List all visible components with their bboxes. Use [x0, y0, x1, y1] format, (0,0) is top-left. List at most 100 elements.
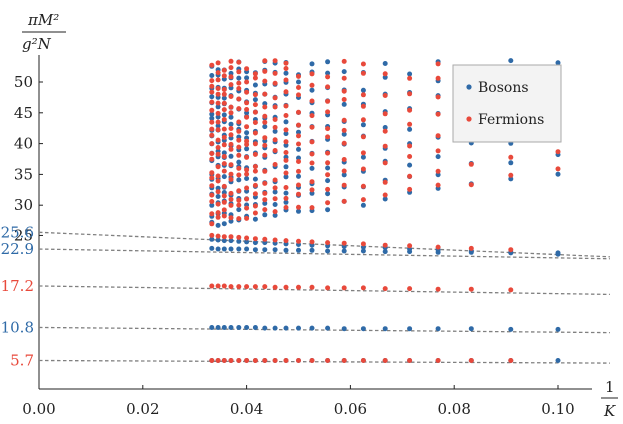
fermion-point [252, 151, 258, 157]
fermion-point [221, 234, 227, 240]
boson-point [272, 325, 278, 331]
boson-point [262, 325, 268, 331]
fermion-point [309, 98, 315, 104]
fermion-point [283, 77, 289, 83]
fermion-point [360, 166, 366, 172]
fermion-point [209, 126, 215, 132]
boson-point [236, 159, 242, 165]
extrapolation-line [38, 285, 610, 296]
extrapolation-lines [38, 231, 610, 364]
fermion-point [360, 61, 366, 67]
fermion-point [228, 215, 234, 221]
boson-point [215, 114, 221, 120]
fermion-point [435, 168, 441, 174]
fermion-point [341, 97, 347, 102]
fermion-point [228, 358, 234, 363]
x-tick-label: 0.08 [437, 400, 470, 418]
fermion-point [244, 284, 250, 290]
fermion-point [309, 82, 315, 88]
fermion-point [215, 100, 221, 106]
boson-point [341, 172, 347, 178]
fermion-point [283, 127, 289, 133]
fermion-point [244, 171, 250, 177]
boson-point [283, 325, 289, 331]
fermion-point [215, 60, 221, 66]
fermion-point [215, 173, 221, 179]
boson-point [252, 325, 258, 330]
fermion-point [244, 185, 250, 191]
fermion-point [407, 286, 413, 292]
boson-point [221, 246, 227, 252]
boson-point [209, 236, 215, 242]
fermion-point [215, 283, 221, 289]
fermion-point [221, 67, 227, 73]
boson-point [236, 75, 242, 81]
fermion-point [382, 179, 388, 185]
fermion-point [262, 135, 268, 141]
fermion-point [244, 100, 250, 106]
boson-point [209, 111, 215, 117]
fermion-point [228, 284, 234, 290]
fermion-point [407, 186, 413, 192]
intercept-label: 5.7 [10, 352, 34, 370]
x-axis-label: 1 K [601, 378, 618, 420]
fermion-point [360, 150, 366, 156]
boson-point [209, 115, 215, 121]
boson-point [325, 207, 331, 213]
x-tick-label: 0.02 [126, 400, 159, 418]
boson-point [236, 325, 242, 330]
boson-point [309, 325, 315, 331]
boson-point [407, 71, 413, 77]
fermion-point [209, 99, 215, 105]
fermion-point [236, 59, 242, 65]
intercept-label: 22.9 [1, 240, 34, 258]
boson-point [252, 216, 258, 222]
fermion-point [221, 87, 227, 92]
boson-point [272, 247, 278, 253]
fermion-point [236, 284, 242, 290]
fermion-point [283, 170, 289, 176]
boson-point [272, 202, 278, 207]
boson-point [272, 212, 278, 218]
fermion-point [221, 193, 227, 199]
boson-point [360, 326, 366, 332]
boson-point [209, 245, 215, 251]
boson-point [325, 325, 331, 331]
fermion-point [228, 65, 234, 71]
fermion-point [296, 238, 301, 244]
fermion-point [382, 358, 388, 363]
fermion-point [252, 182, 258, 188]
boson-point [283, 119, 289, 125]
boson-point [435, 326, 441, 332]
intercept-label: 10.8 [1, 318, 34, 336]
fermion-point [244, 138, 250, 144]
fermion-point [236, 96, 242, 102]
fermion-point [508, 154, 514, 160]
boson-point [252, 240, 258, 246]
fermion-point [283, 358, 289, 363]
fermion-point [228, 74, 234, 80]
boson-point [360, 248, 366, 254]
boson-point [209, 325, 215, 330]
y-tick-label: 45 [14, 104, 33, 122]
y-tick-label: 50 [14, 73, 33, 91]
fermion-point [325, 98, 331, 104]
boson-point [221, 174, 227, 180]
fermion-point [221, 161, 227, 167]
boson-point [296, 325, 301, 331]
fermion-point [209, 132, 215, 138]
fermion-point [221, 168, 227, 174]
boson-point [382, 61, 388, 66]
fermion-point [236, 80, 242, 86]
boson-point [221, 238, 227, 244]
fermion-point [283, 157, 289, 163]
fermion-point [236, 119, 242, 125]
fermion-point [272, 58, 278, 64]
x-tick-label: 0.06 [334, 400, 367, 418]
fermion-point [244, 66, 250, 72]
fermion-point [341, 198, 347, 204]
fermion-point [228, 202, 234, 208]
fermion-point [228, 94, 234, 99]
extrapolation-line [38, 326, 610, 334]
fermion-point [236, 234, 242, 240]
